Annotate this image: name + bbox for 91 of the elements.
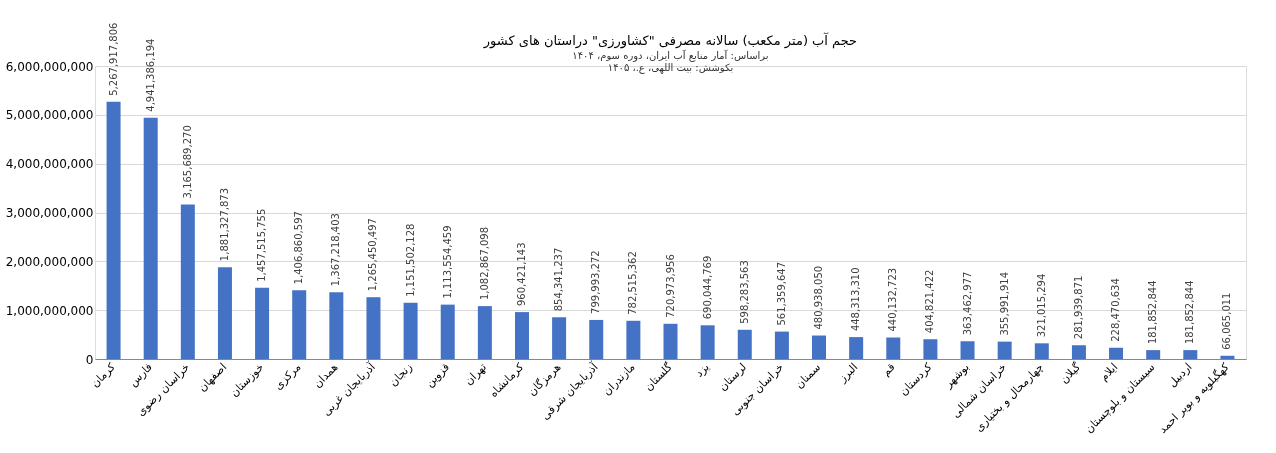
- x-tick-label: خوزستان: [227, 360, 267, 400]
- bar: [626, 320, 641, 359]
- bar: [1183, 350, 1198, 359]
- x-tick-label: قزوین: [422, 360, 452, 390]
- annotation: بکوشش: بیت اللهی، ع.، ۱۴۰۵: [607, 61, 734, 74]
- bar: [514, 312, 529, 359]
- y-tick-label: 3,000,000,000: [5, 206, 94, 220]
- bar: [366, 297, 381, 359]
- chart-title: حجم آب (متر مکعب) سالانه مصرفی "کشاورزی" دراستان های کشور: [482, 31, 858, 49]
- bar: [143, 117, 158, 359]
- x-tick-label: مازندران: [600, 360, 638, 398]
- data-label: 1,367,218,403: [330, 213, 342, 287]
- bar: [217, 267, 232, 359]
- data-label: 1,265,450,497: [367, 218, 379, 292]
- data-label: 598,283,563: [738, 260, 750, 324]
- data-label: 440,132,723: [887, 267, 899, 332]
- x-tick-label: گلستان: [641, 360, 676, 394]
- data-label: 720,973,956: [664, 254, 676, 318]
- y-tick-label: 5,000,000,000: [5, 108, 94, 123]
- x-tick-label: گیلان: [1057, 360, 1084, 387]
- chart-subtitle: براساس: آمار منابع آب ایران، دوره سوم، ۱۴۰۴: [572, 48, 769, 62]
- bar: [886, 337, 901, 359]
- bar: [737, 329, 752, 359]
- bar: [552, 317, 567, 359]
- bar: [1220, 355, 1235, 359]
- bar: [589, 319, 604, 359]
- bar: [923, 339, 938, 359]
- bar: [1034, 343, 1049, 359]
- bar: [960, 341, 975, 359]
- x-tick-label: قم: [879, 360, 898, 379]
- bar: [440, 304, 455, 359]
- data-label: 561,359,647: [775, 261, 787, 326]
- bar: [403, 302, 418, 359]
- bar: [663, 323, 678, 359]
- bar: [180, 204, 195, 359]
- bar: [255, 287, 270, 359]
- data-label: 66,065,011: [1221, 292, 1233, 350]
- x-tick-label: البرز: [835, 360, 861, 386]
- bar: [700, 325, 715, 359]
- data-label: 1,406,860,597: [293, 211, 305, 285]
- x-tick-label: اصفهان: [195, 360, 230, 395]
- x-tick-label: مرکزی: [271, 360, 304, 393]
- x-tick-label: یزد: [692, 360, 712, 380]
- data-label: 363,462,977: [961, 271, 973, 336]
- data-label: 1,457,515,755: [256, 208, 268, 282]
- data-label: 690,044,769: [701, 255, 713, 320]
- x-tick-label: همدان: [310, 360, 341, 391]
- x-tick-label: اردبیل: [1165, 360, 1195, 390]
- data-label: 799,993,272: [590, 250, 602, 314]
- x-tick-label: سمنان: [792, 360, 824, 392]
- data-label: 480,938,050: [813, 265, 825, 330]
- data-label: 854,341,237: [553, 247, 565, 312]
- data-label: 4,941,386,194: [144, 38, 156, 112]
- y-tick-label: 0: [85, 352, 94, 367]
- y-tick-label: 1,000,000,000: [5, 303, 94, 318]
- bar: [812, 335, 827, 359]
- data-label: 1,113,554,459: [441, 225, 453, 299]
- x-tick-label: بوشهر: [941, 360, 972, 392]
- data-label: 1,151,502,128: [404, 223, 416, 297]
- x-tick-label: زنجان: [386, 360, 415, 389]
- data-label: 321,015,294: [1035, 273, 1047, 338]
- y-tick-label: 4,000,000,000: [5, 157, 94, 172]
- bar: [997, 341, 1012, 359]
- bar: [477, 306, 492, 359]
- y-tick-label: 2,000,000,000: [5, 254, 94, 269]
- bar: [292, 290, 307, 359]
- bar: [1109, 347, 1124, 359]
- data-label: 1,881,327,873: [218, 187, 230, 262]
- bar: [106, 101, 121, 359]
- data-label: 1,082,867,098: [478, 226, 490, 301]
- data-label: 355,991,914: [998, 271, 1010, 336]
- data-label: 448,313,310: [850, 267, 862, 332]
- data-label: 404,821,422: [924, 269, 936, 334]
- data-label: 782,515,362: [627, 251, 639, 315]
- bar: [329, 292, 344, 359]
- bar: [1146, 350, 1161, 359]
- bar: [774, 331, 789, 359]
- x-tick-label: کردستان: [897, 360, 936, 399]
- data-label: 181,852,844: [1184, 280, 1196, 345]
- bar: [849, 337, 864, 359]
- data-label: 181,852,844: [1147, 280, 1159, 345]
- data-label: 281,939,871: [1072, 275, 1084, 340]
- y-tick-label: 6,000,000,000: [5, 59, 94, 74]
- data-label: 228,470,634: [1110, 278, 1122, 342]
- data-label: 5,267,917,806: [107, 22, 119, 96]
- x-tick-label: لرستان: [716, 360, 749, 394]
- bar: [1071, 345, 1086, 359]
- data-label: 960,421,143: [515, 242, 527, 307]
- data-label: 3,165,689,270: [181, 125, 193, 199]
- x-tick-label: فارس: [126, 360, 155, 390]
- x-tick-label: ایلام: [1097, 360, 1121, 384]
